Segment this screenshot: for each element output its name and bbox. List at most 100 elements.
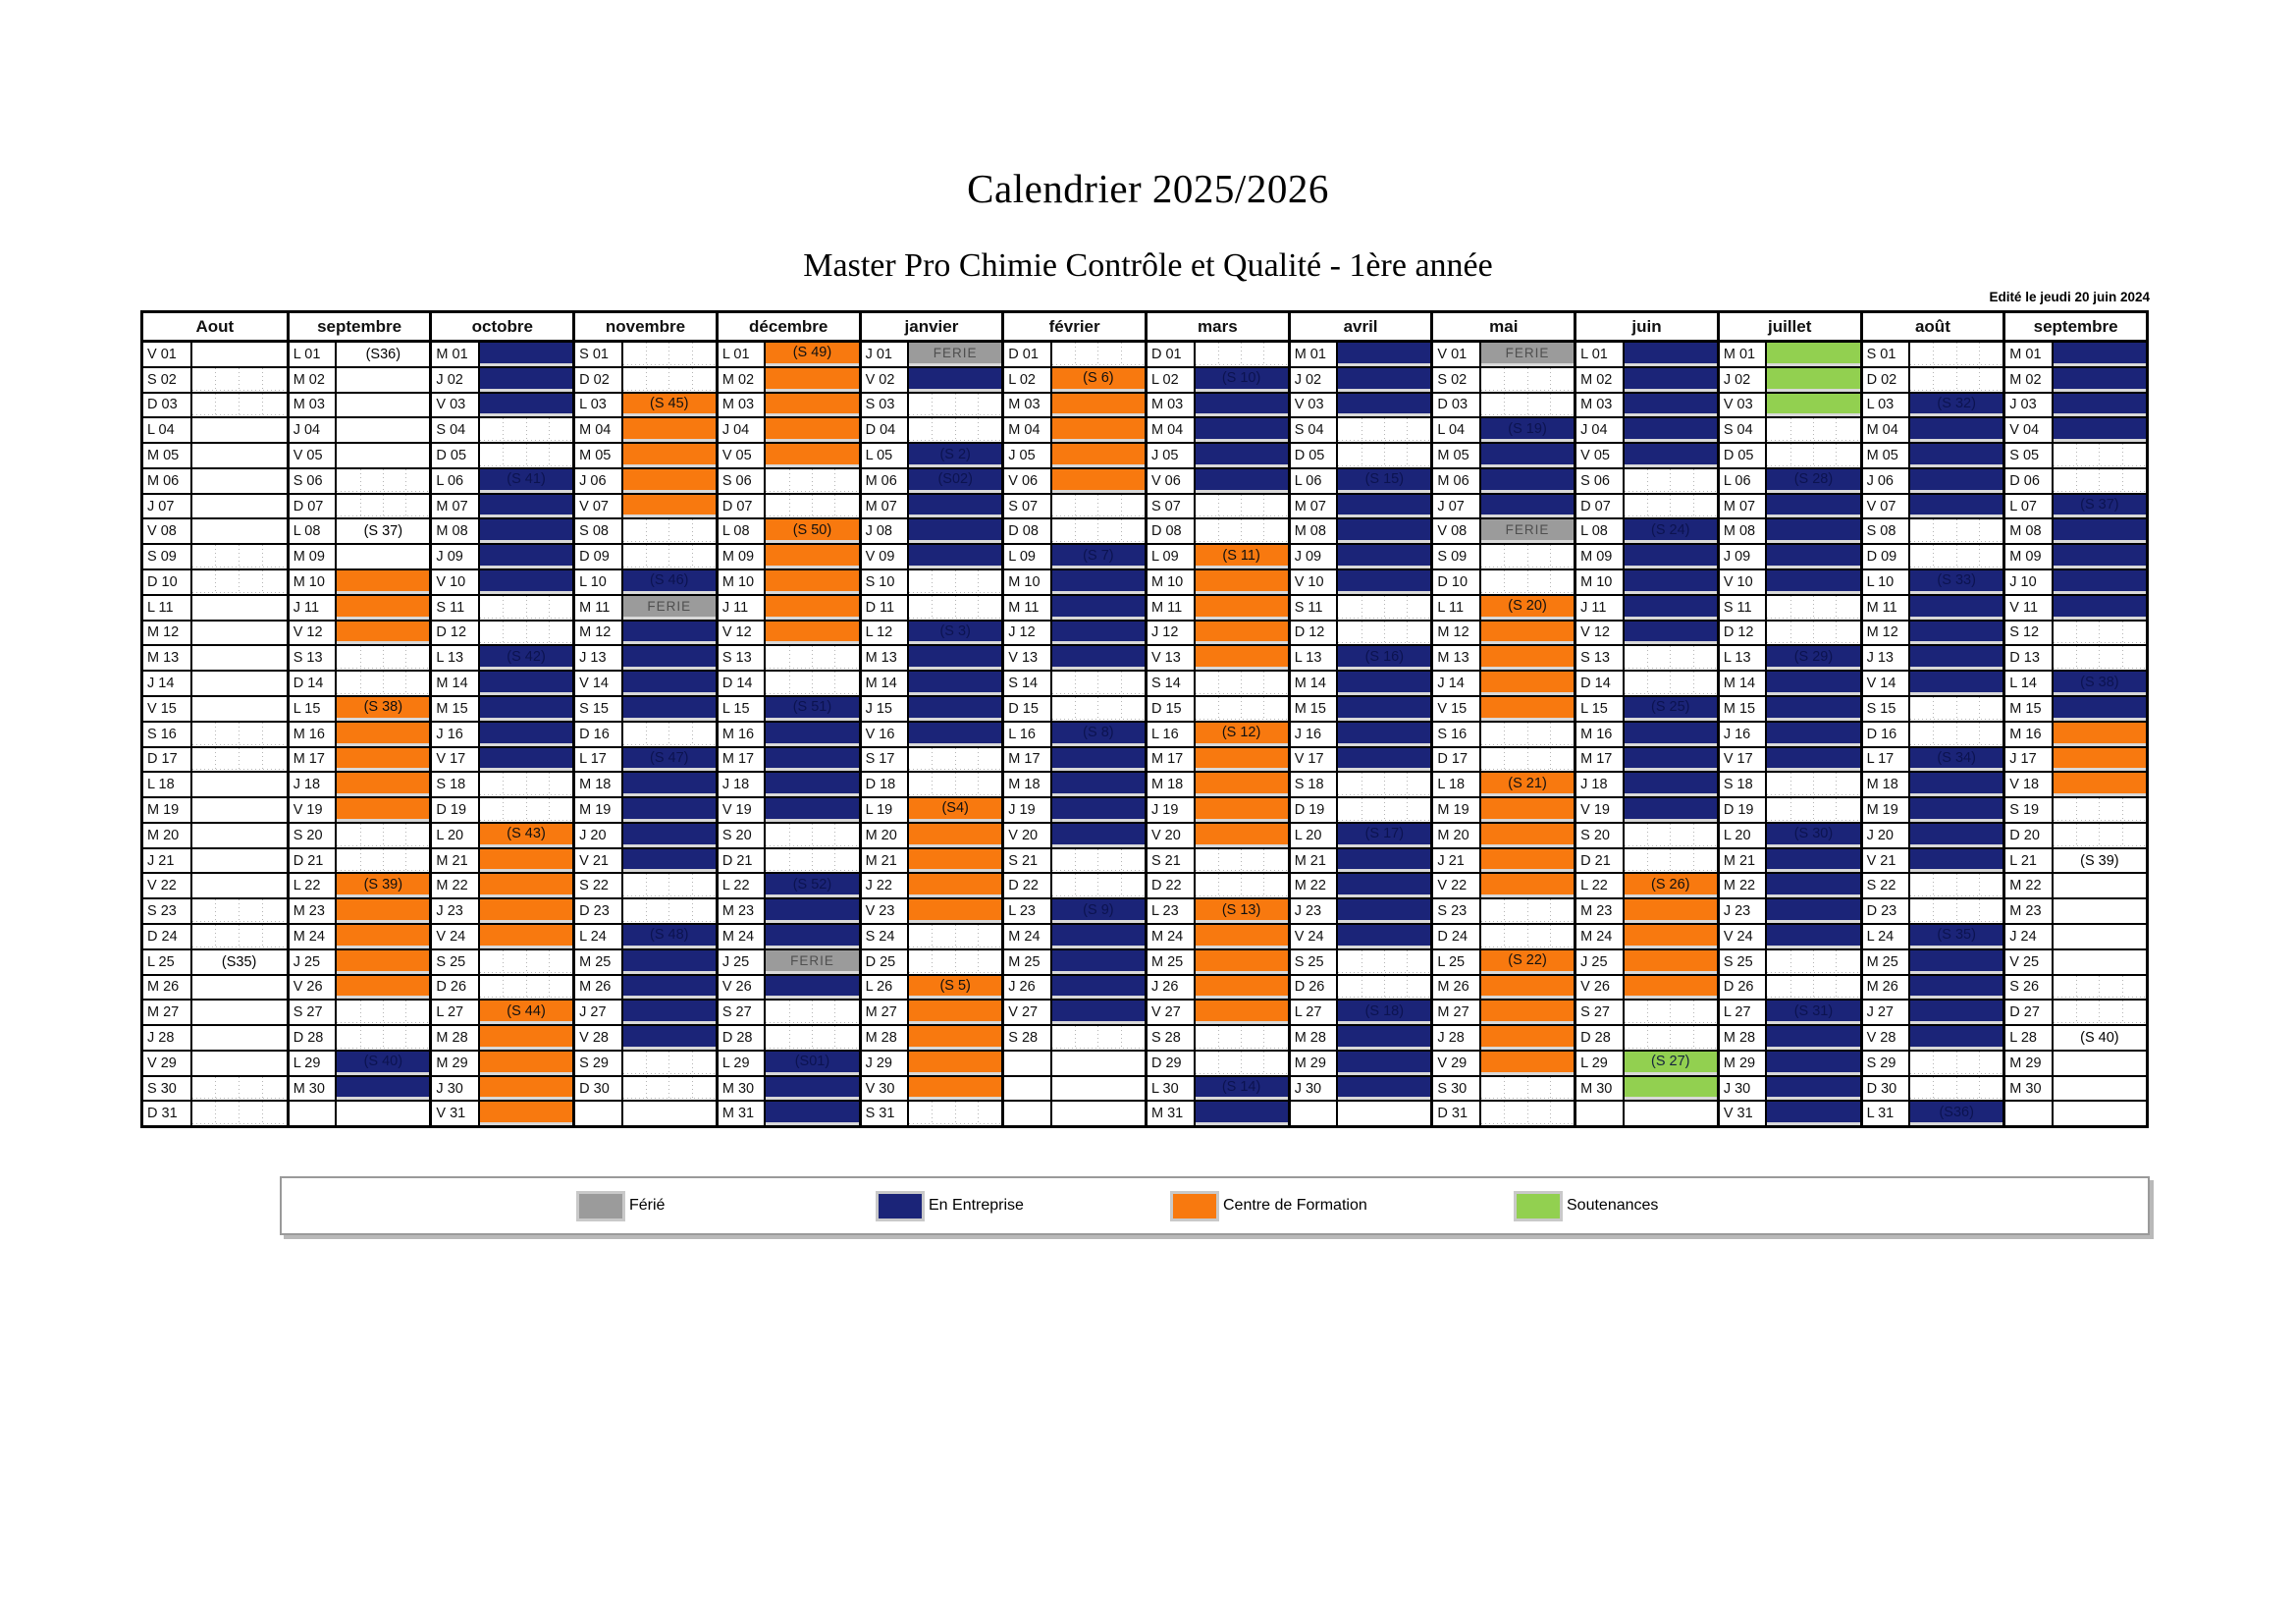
- day-label-cell: M 23: [289, 899, 338, 923]
- day-row: S 06: [1576, 468, 1717, 495]
- day-label-cell: M 01: [1290, 343, 1339, 366]
- day-label-cell: M 24: [1147, 924, 1196, 948]
- day-label-cell: S 24: [861, 924, 910, 948]
- day-label-cell: M 30: [2005, 1076, 2054, 1101]
- day-label-cell: M 19: [1862, 798, 1911, 822]
- day-label-cell: M 09: [289, 545, 338, 569]
- period-fill: [1195, 393, 1288, 414]
- day-row: L 08 (S 50): [718, 519, 859, 546]
- day-row: M 02: [1576, 367, 1717, 394]
- week-cell: [1051, 519, 1145, 544]
- week-cell: [479, 924, 573, 948]
- day-label-cell: M 14: [432, 672, 480, 695]
- day-row: D 10: [143, 570, 287, 596]
- period-fill: [1480, 848, 1575, 870]
- day-label-cell: J 16: [1719, 722, 1768, 746]
- month-column-juin: juin L 01 M 02 M 03 J 04 V 05 S 06 D 07 L 08 (S 2…: [1574, 313, 1717, 1126]
- day-row: L 08 (S 24): [1576, 519, 1717, 546]
- week-number-label: (S 38): [337, 696, 430, 718]
- week-cell: [1910, 798, 2003, 822]
- day-label-cell: M 30: [718, 1076, 767, 1101]
- week-cell: (S 18): [1338, 1001, 1431, 1025]
- period-fill: [1767, 899, 1860, 920]
- week-cell: [479, 798, 573, 822]
- week-cell: [479, 519, 573, 544]
- day-row: V 19: [1576, 798, 1717, 824]
- period-fill: [1624, 899, 1717, 920]
- day-row: J 07: [143, 494, 287, 520]
- day-label-cell: L 12: [861, 621, 910, 645]
- week-cell: (S 19): [1480, 418, 1575, 443]
- day-row: D 26: [1719, 975, 1860, 1001]
- day-label-cell: J 12: [1147, 621, 1196, 645]
- day-label-cell: V 12: [289, 621, 338, 645]
- week-cell: [337, 595, 430, 620]
- period-fill: [479, 343, 573, 363]
- period-fill: [766, 393, 859, 414]
- week-cell: [191, 468, 287, 493]
- week-cell: [1910, 545, 2003, 569]
- week-cell: [1051, 646, 1145, 671]
- day-label-cell: S 18: [1290, 773, 1339, 797]
- week-cell: FERIE: [1480, 519, 1575, 544]
- day-row: S 01: [1862, 343, 2003, 368]
- week-cell: [2053, 823, 2146, 847]
- day-label-cell: M 14: [1719, 672, 1768, 695]
- period-fill: [1051, 773, 1145, 794]
- period-fill: [337, 621, 430, 642]
- day-row: S 17: [861, 747, 1002, 774]
- day-row: M 15: [1719, 696, 1860, 723]
- day-row: D 02: [575, 367, 716, 394]
- period-fill: [337, 773, 430, 794]
- week-cell: [909, 570, 1002, 594]
- period-fill: [1338, 393, 1431, 414]
- week-cell: [1195, 823, 1288, 847]
- day-label-cell: J 27: [575, 1001, 623, 1025]
- day-row: L 30 (S 14): [1147, 1076, 1288, 1103]
- week-cell: [909, 646, 1002, 671]
- day-label-cell: V 23: [861, 899, 910, 923]
- week-number-label: (S 30): [1767, 823, 1860, 844]
- week-cell: [1195, 672, 1288, 695]
- day-label-cell: J 23: [432, 899, 480, 923]
- week-cell: [191, 975, 287, 1000]
- period-fill: [766, 722, 859, 743]
- day-row: M 06 (S02): [861, 468, 1002, 495]
- month-header: septembre: [2005, 313, 2146, 343]
- day-row: J 06: [575, 468, 716, 495]
- week-cell: [2053, 468, 2146, 493]
- week-cell: [1338, 1026, 1431, 1050]
- day-row: [575, 1102, 716, 1126]
- day-row: J 28: [143, 1026, 287, 1052]
- week-cell: [766, 798, 859, 822]
- day-row: D 18: [861, 773, 1002, 799]
- week-cell: [1624, 418, 1717, 443]
- day-row: M 31: [1147, 1102, 1288, 1126]
- day-label-cell: L 15: [289, 696, 338, 721]
- week-cell: [337, 773, 430, 797]
- week-cell: (S 9): [1051, 899, 1145, 923]
- day-row: J 26: [1147, 975, 1288, 1001]
- day-row: M 11 FERIE: [575, 595, 716, 622]
- week-cell: (S01): [766, 1051, 859, 1075]
- day-row: V 15: [143, 696, 287, 723]
- week-number-label: (S 16): [1338, 646, 1431, 668]
- period-fill: [1338, 874, 1431, 895]
- week-cell: (S 30): [1767, 823, 1860, 847]
- day-label-cell: M 03: [1576, 393, 1625, 417]
- week-cell: [1195, 848, 1288, 873]
- day-row: J 07: [1433, 494, 1575, 520]
- day-label-cell: D 25: [861, 949, 910, 974]
- week-cell: [1338, 798, 1431, 822]
- week-cell: [1624, 949, 1717, 974]
- day-row: J 16: [1290, 722, 1431, 748]
- day-row: V 26: [289, 975, 430, 1001]
- week-cell: (S 35): [1910, 924, 2003, 948]
- day-label-cell: J 09: [1719, 545, 1768, 569]
- day-row: L 29 (S01): [718, 1051, 859, 1077]
- day-label-cell: L 27: [1290, 1001, 1339, 1025]
- week-cell: [191, 570, 287, 594]
- week-cell: [1195, 924, 1288, 948]
- day-row: L 08 (S 37): [289, 519, 430, 546]
- day-row: J 27: [575, 1001, 716, 1027]
